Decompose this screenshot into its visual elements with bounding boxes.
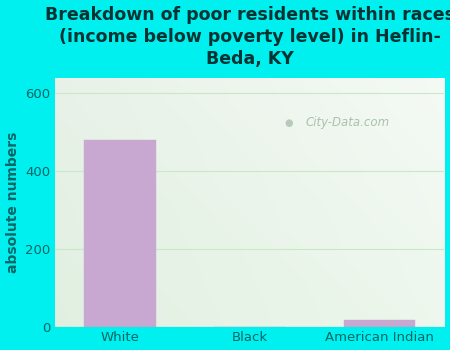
Bar: [85, 140, 156, 327]
Text: City-Data.com: City-Data.com: [305, 116, 389, 129]
Text: ●: ●: [284, 118, 293, 128]
Y-axis label: absolute numbers: absolute numbers: [5, 132, 19, 273]
Title: Breakdown of poor residents within races
(income below poverty level) in Heflin-: Breakdown of poor residents within races…: [45, 6, 450, 68]
Bar: [344, 320, 415, 327]
